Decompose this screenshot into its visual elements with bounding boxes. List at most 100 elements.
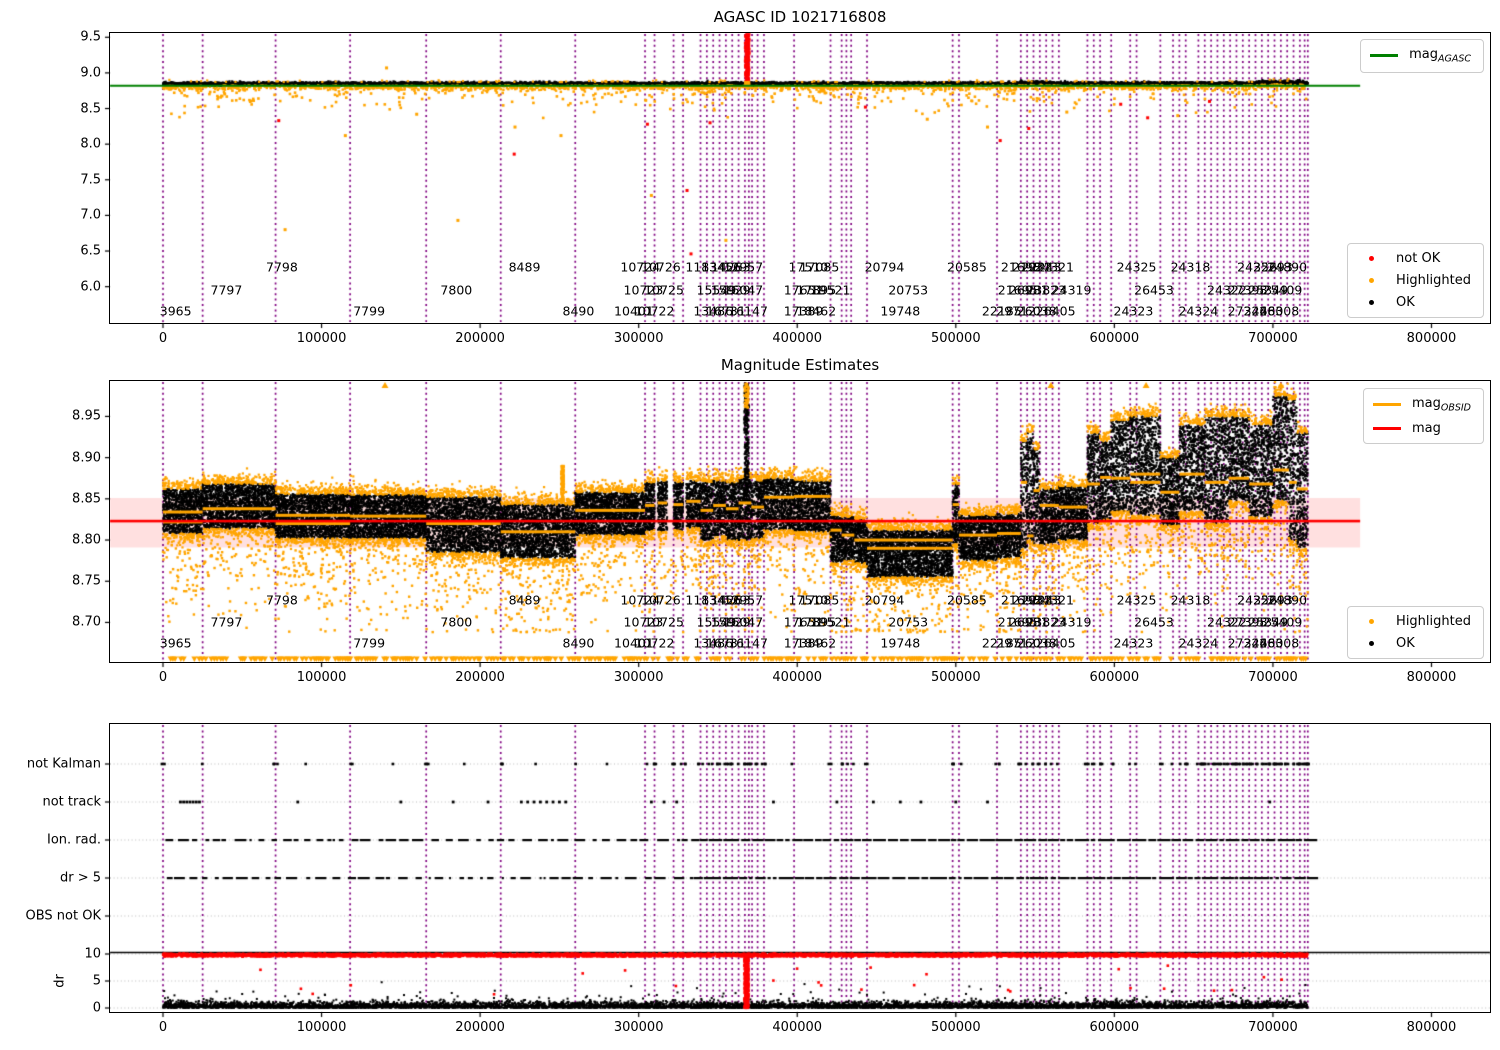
flag-row-label: not track — [42, 794, 101, 810]
flag-row-label: not Kalman — [26, 756, 101, 772]
legend-item-label: Highlighted — [1396, 273, 1471, 288]
obsid-label: 21698 — [1000, 259, 1041, 275]
obsid-label: 26405 — [1035, 635, 1076, 651]
obsid-label: 27398 — [1227, 614, 1268, 629]
x-tick-label: 600000 — [1089, 331, 1140, 346]
obsid-label: 25409 — [1262, 614, 1303, 629]
obsid-label: 23823 — [1026, 614, 1067, 629]
legend-dot-swatch — [1368, 619, 1374, 624]
obsid-label: 26981 — [1008, 614, 1049, 629]
obsid-label: 17895 — [796, 614, 837, 629]
obsid-label: 16147 — [728, 303, 768, 319]
y-tick-label: 8.75 — [72, 573, 101, 589]
obsid-label: 17085 — [799, 259, 840, 275]
obsid-label: 18462 — [796, 303, 837, 319]
x-tick-label: 800000 — [1406, 331, 1457, 346]
obsid-label: 20794 — [864, 592, 905, 608]
obsid-label: 24324 — [1178, 303, 1219, 319]
flag-row-label: dr > 5 — [59, 870, 101, 886]
obsid-label: 25409 — [1262, 282, 1303, 297]
y-tick-label: 7.0 — [80, 207, 101, 223]
obsid-label: 26453 — [1134, 282, 1174, 297]
obsid-label: 15549 — [696, 614, 737, 629]
obsid-label: 14263 — [710, 592, 751, 608]
obsid-label: 16047 — [723, 614, 764, 629]
obsid-label: 21695 — [997, 614, 1038, 629]
obsid-label: 21932 — [1012, 592, 1052, 608]
obsid-label: 19748 — [880, 635, 921, 651]
x-tick-label: 100000 — [296, 331, 347, 346]
legend-marker — [1356, 300, 1386, 305]
legend-marker — [1356, 278, 1386, 283]
obsid-label: 24326 — [1237, 259, 1277, 275]
obsid-label: 10723 — [623, 614, 664, 629]
obsid-label: 17651 — [783, 614, 824, 629]
legend-item-label: not OK — [1396, 251, 1441, 266]
obsid-label: 20585 — [947, 259, 987, 275]
top-marker-legend: not OK Highlighted OK — [1347, 243, 1484, 318]
y-tick-label: 8.80 — [72, 532, 101, 548]
y-tick-label: 8.90 — [72, 450, 101, 466]
legend-marker — [1369, 54, 1399, 58]
obsid-label: 15549 — [696, 282, 737, 297]
obsid-label: 7797 — [210, 614, 243, 629]
obsid-label: 26038 — [1016, 635, 1057, 651]
x-tick-label: 300000 — [613, 670, 664, 685]
obsid-label: 14263 — [710, 259, 751, 275]
obsid-label: 29712 — [996, 635, 1036, 651]
obsid-label: 24325 — [1116, 259, 1157, 275]
obsid-label: 24323 — [1113, 303, 1154, 319]
dr-tick-label: 5 — [92, 973, 101, 989]
obsid-label: 24326 — [1237, 592, 1277, 608]
x-tick-label: 200000 — [455, 331, 505, 346]
obsid-label: 25349 — [1248, 282, 1289, 297]
obsid-label: 11834 — [685, 592, 726, 608]
obsid-label: 24319 — [1051, 282, 1092, 297]
obsid-label: 16047 — [723, 282, 764, 297]
obsid-label: 13486 — [693, 303, 734, 319]
obsid-label: 17895 — [796, 282, 837, 297]
obsid-label: 24324 — [1178, 635, 1219, 651]
obsid-label: 21698 — [1000, 592, 1041, 608]
obsid-label: 8489 — [508, 259, 541, 275]
obsid-label: 8490 — [562, 635, 595, 651]
obsid-label: 27398 — [1227, 282, 1268, 297]
obsid-label: 16731 — [706, 303, 746, 319]
obsid-label: 10725 — [644, 614, 684, 629]
obsid-label: 3965 — [159, 303, 192, 319]
obsid-label: 24890 — [1267, 592, 1308, 608]
x-tick-label: 600000 — [1089, 1020, 1140, 1035]
obsid-label: 17510 — [788, 592, 829, 608]
legend-line-swatch — [1372, 426, 1401, 430]
obsid-label: 10401 — [614, 303, 654, 319]
obsid-label: 29712 — [996, 303, 1036, 319]
obsid-label: 10401 — [614, 635, 654, 651]
legend-item-label: OK — [1396, 295, 1415, 310]
obsid-label: 13456 — [701, 259, 742, 275]
x-tick-label: 700000 — [1248, 670, 1298, 685]
x-tick-label: 500000 — [930, 1020, 981, 1035]
obsid-label: 22243 — [1021, 259, 1062, 275]
y-tick-label: 6.0 — [80, 279, 101, 295]
obsid-label: 24318 — [1170, 259, 1211, 275]
obsid-label: 24323 — [1113, 635, 1154, 651]
obsid-label: 26308 — [1259, 635, 1300, 651]
middle-marker-legend: Highlighted OK — [1347, 606, 1484, 659]
obsid-label: 25349 — [1248, 614, 1289, 629]
obsid-label: 21695 — [997, 282, 1038, 297]
x-tick-label: 300000 — [613, 331, 664, 346]
top-line-legend: magAGASC — [1360, 39, 1484, 73]
x-tick-label: 800000 — [1406, 670, 1457, 685]
y-tick-label: 6.5 — [80, 243, 101, 259]
legend-dot-swatch — [1368, 641, 1374, 646]
obsid-label: 26038 — [1016, 303, 1057, 319]
obsid-label: 7797 — [210, 282, 243, 297]
obsid-label: 7800 — [440, 282, 473, 297]
obsid-label: 13456 — [701, 592, 742, 608]
legend-item-label: magAGASC — [1409, 47, 1471, 65]
obsid-label: 26453 — [1134, 614, 1174, 629]
obsid-label: 17389 — [783, 303, 824, 319]
obsid-label: 16731 — [706, 635, 746, 651]
top-plot-title: AGASC ID 1021716808 — [713, 8, 887, 26]
